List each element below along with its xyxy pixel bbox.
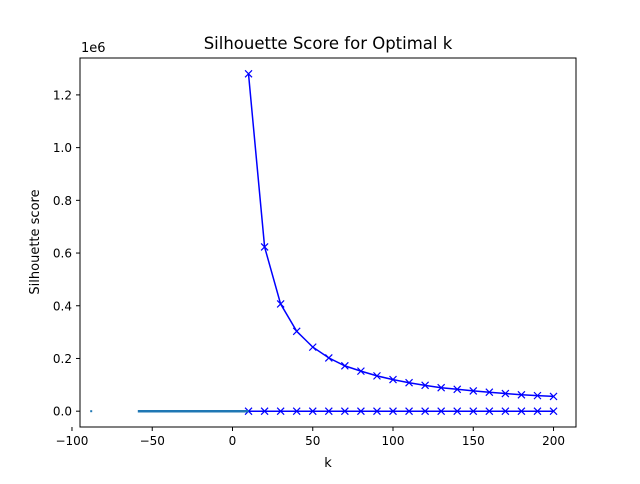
- series-1-marker-15: [485, 407, 494, 416]
- x-axis-label: k: [324, 456, 332, 471]
- x-tick-label-4: 100: [382, 434, 405, 448]
- y-tick-label-2: 0.4: [53, 299, 72, 313]
- series-3-point-0: [90, 410, 93, 413]
- y-axis-ticks: 0.0 0.2 0.4 0.6 0.8 1.0 1.2: [53, 88, 80, 419]
- series-0-marker-18: [533, 391, 542, 400]
- series-0-marker-16: [501, 389, 510, 398]
- x-tick-label-3: 50: [305, 434, 320, 448]
- series-0-marker-17: [517, 390, 526, 399]
- series-0-marker-13: [453, 385, 462, 394]
- series-0-marker-12: [437, 383, 446, 392]
- axes-frame: [79, 57, 577, 428]
- series-0-marker-19: [549, 392, 558, 401]
- y-tick-label-6: 1.2: [53, 88, 72, 102]
- series-1-marker-14: [469, 407, 478, 416]
- series-1-marker-4: [308, 407, 317, 416]
- y-tick-label-5: 1.0: [53, 141, 72, 155]
- series-0-marker-15: [485, 388, 494, 397]
- x-axis-ticks: −100 −50 0 50 100 150 200: [55, 427, 565, 448]
- series-0-marker-4: [308, 343, 317, 352]
- x-tick-label-2: 0: [229, 434, 237, 448]
- series-1-marker-19: [549, 407, 558, 416]
- y-tick-label-4: 0.8: [53, 194, 72, 208]
- series-0-marker-10: [405, 378, 413, 387]
- series-1-marker-13: [453, 407, 462, 416]
- series-1-marker-11: [421, 407, 430, 416]
- series-0-marker-8: [373, 371, 381, 380]
- y-tick-label-1: 0.2: [53, 352, 72, 366]
- series-0-marker-9: [389, 375, 397, 384]
- series-0-marker-2: [276, 299, 285, 308]
- series-1-marker-8: [373, 407, 381, 416]
- x-tick-label-6: 200: [542, 434, 565, 448]
- series-1-marker-12: [437, 407, 446, 416]
- series-0-marker-14: [469, 386, 478, 395]
- y-offset-label: 1e6: [81, 41, 106, 56]
- chart-title: Silhouette Score for Optimal k: [204, 34, 453, 53]
- series-1-marker-18: [533, 407, 542, 416]
- series-0-marker-3: [292, 327, 301, 336]
- series-0-marker-7: [356, 367, 365, 376]
- series-0-marker-11: [421, 381, 430, 390]
- plot-marks: [90, 69, 558, 416]
- series-1-marker-10: [405, 407, 413, 416]
- x-tick-label-1: −50: [140, 434, 165, 448]
- series-1-marker-2: [276, 407, 285, 416]
- y-tick-label-0: 0.0: [53, 405, 72, 419]
- series-1-marker-3: [292, 407, 301, 416]
- y-tick-label-3: 0.6: [53, 247, 72, 261]
- series-0-marker-5: [324, 354, 333, 362]
- series-0-marker-6: [340, 361, 349, 370]
- series-1-marker-9: [389, 407, 397, 416]
- series-0-marker-1: [260, 243, 269, 251]
- series-1-marker-6: [340, 407, 349, 416]
- y-axis-label: Silhouette score: [28, 189, 43, 294]
- series-1-marker-0: [244, 407, 253, 416]
- series-1-marker-7: [356, 407, 365, 416]
- series-1-marker-5: [324, 407, 333, 416]
- series-1-marker-1: [260, 407, 269, 416]
- series-1-marker-16: [501, 407, 510, 416]
- series-1-marker-17: [517, 407, 526, 416]
- series-0-marker-0: [244, 69, 253, 78]
- x-tick-label-5: 150: [462, 434, 485, 448]
- x-tick-label-0: −100: [55, 434, 88, 448]
